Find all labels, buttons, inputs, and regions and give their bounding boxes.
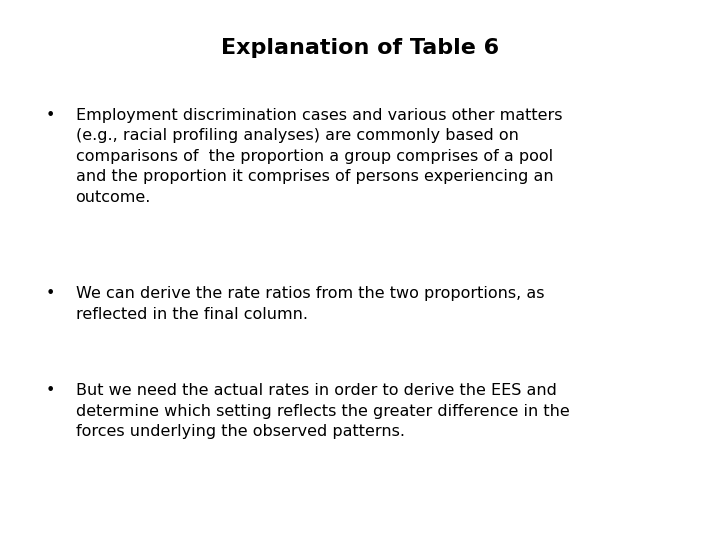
Text: •: • — [45, 383, 55, 399]
Text: Explanation of Table 6: Explanation of Table 6 — [221, 38, 499, 58]
Text: •: • — [45, 108, 55, 123]
Text: We can derive the rate ratios from the two proportions, as
reflected in the fina: We can derive the rate ratios from the t… — [76, 286, 544, 322]
Text: Employment discrimination cases and various other matters
(e.g., racial profilin: Employment discrimination cases and vari… — [76, 108, 562, 205]
Text: But we need the actual rates in order to derive the EES and
determine which sett: But we need the actual rates in order to… — [76, 383, 570, 439]
Text: •: • — [45, 286, 55, 301]
